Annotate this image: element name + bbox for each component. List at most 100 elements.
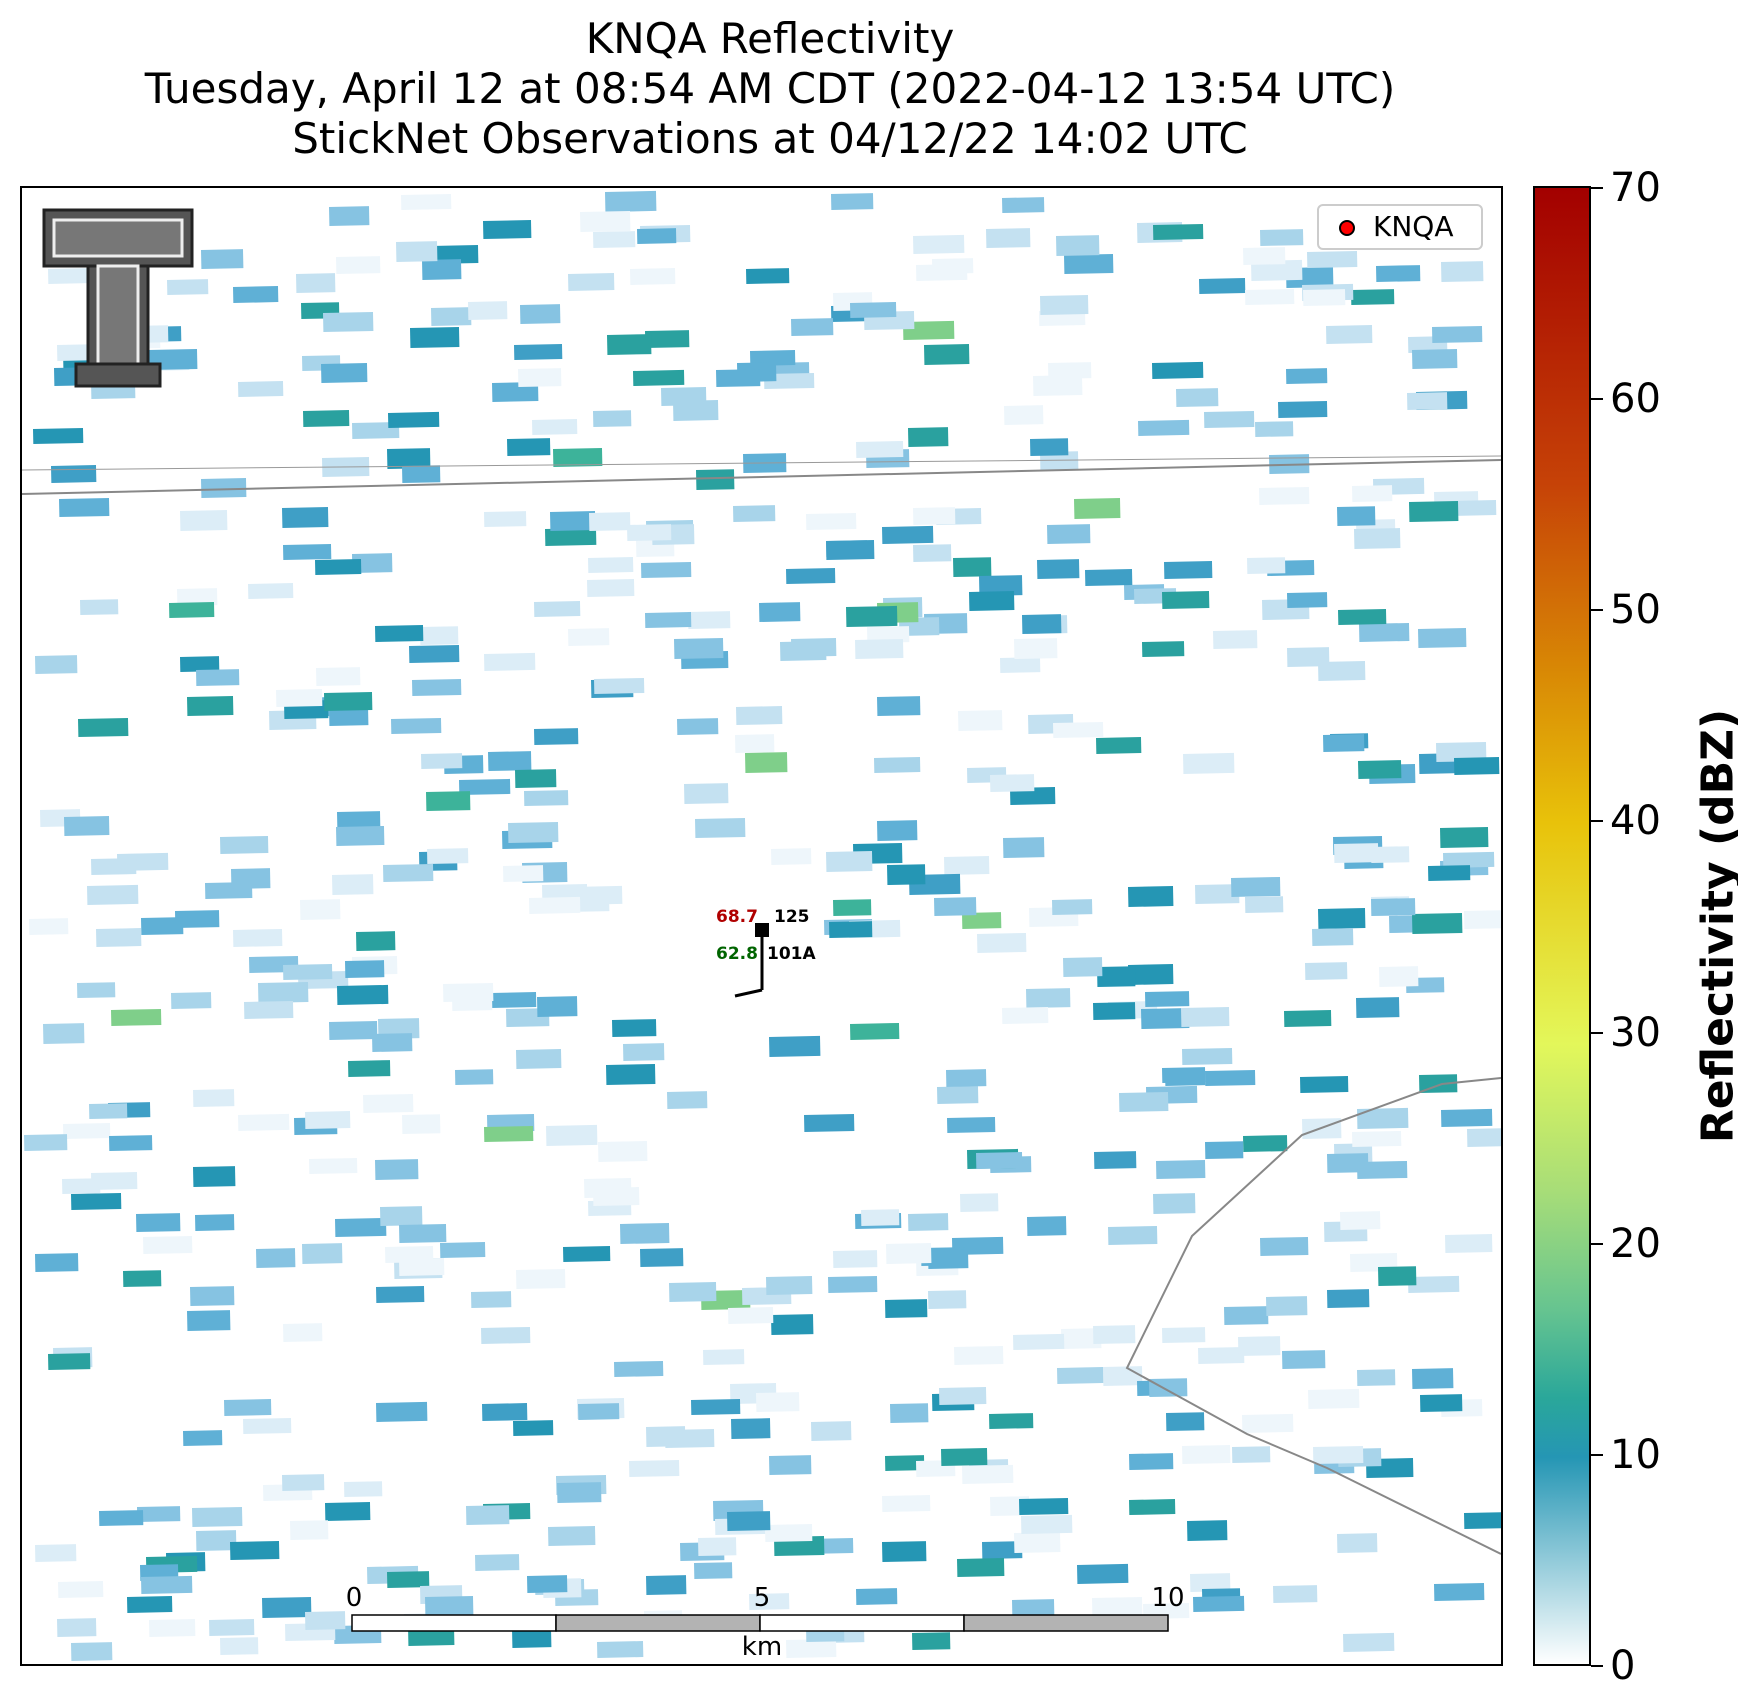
reflectivity-pixel	[758, 602, 801, 622]
reflectivity-pixel	[1326, 325, 1373, 344]
reflectivity-pixel	[977, 932, 1027, 953]
reflectivity-pixel	[466, 1505, 510, 1525]
reflectivity-pixel	[508, 821, 559, 843]
reflectivity-pixel	[1454, 757, 1500, 775]
reflectivity-pixel	[826, 851, 873, 872]
reflectivity-pixel	[612, 1019, 657, 1037]
reflectivity-pixel	[1464, 1512, 1501, 1529]
reflectivity-pixel	[296, 273, 336, 293]
reflectivity-pixel	[63, 1123, 111, 1139]
legend-label: KNQA	[1373, 210, 1454, 243]
reflectivity-pixel	[728, 1307, 774, 1324]
reflectivity-pixel	[179, 510, 228, 531]
reflectivity-pixel	[1021, 1514, 1073, 1534]
reflectivity-pixel	[1300, 1075, 1349, 1093]
reflectivity-pixel	[1182, 1444, 1231, 1464]
reflectivity-pixel	[806, 512, 857, 530]
reflectivity-pixel	[482, 1403, 528, 1421]
reflectivity-pixel	[1055, 235, 1100, 256]
reflectivity-pixel	[410, 326, 460, 348]
reflectivity-pixel	[1333, 843, 1379, 863]
reflectivity-pixel	[336, 256, 381, 274]
reflectivity-pixel	[201, 249, 244, 269]
reflectivity-pixel	[1153, 1193, 1196, 1214]
reflectivity-pixel	[1231, 876, 1281, 897]
reflectivity-pixel	[693, 1562, 733, 1579]
reflectivity-pixel	[727, 1511, 771, 1531]
reflectivity-pixel	[890, 1403, 929, 1423]
reflectivity-pixel	[913, 544, 952, 562]
reflectivity-pixel	[827, 1275, 878, 1293]
reflectivity-pixel	[399, 1224, 447, 1243]
reflectivity-pixel	[442, 982, 494, 1002]
reflectivity-pixel	[283, 963, 333, 980]
reflectivity-pixel	[388, 411, 440, 428]
reflectivity-pixel	[427, 848, 469, 864]
reflectivity-pixel	[791, 318, 834, 336]
reflectivity-pixel	[886, 1243, 932, 1264]
reflectivity-pixel	[1010, 787, 1056, 805]
reflectivity-pixel	[990, 774, 1035, 792]
reflectivity-pixel	[1128, 886, 1174, 907]
radar-site-marker-icon	[1339, 220, 1355, 236]
station-plot-101a[interactable]	[734, 923, 769, 998]
reflectivity-pixel	[111, 1008, 162, 1026]
reflectivity-pixel	[475, 1554, 520, 1571]
reflectivity-pixel	[344, 960, 385, 978]
reflectivity-pixel	[1337, 506, 1376, 526]
reflectivity-pixel	[281, 507, 329, 528]
reflectivity-pixel	[614, 1360, 664, 1377]
reflectivity-pixel	[48, 1353, 91, 1370]
reflectivity-pixel	[1411, 349, 1458, 369]
reflectivity-pixel	[1358, 760, 1402, 779]
reflectivity-pixel	[233, 928, 283, 947]
reflectivity-pixel	[1003, 837, 1045, 858]
reflectivity-pixel	[956, 1558, 1005, 1577]
reflectivity-pixel	[262, 1596, 312, 1618]
reflectivity-pixel	[764, 372, 815, 389]
reflectivity-pixel	[379, 1206, 423, 1226]
station-dewpoint: 62.8	[716, 944, 758, 964]
reflectivity-pixel	[71, 1192, 122, 1210]
reflectivity-pixel	[412, 678, 462, 696]
reflectivity-pixel	[376, 1285, 425, 1303]
reflectivity-pixel	[1443, 851, 1495, 868]
reflectivity-pixel	[1182, 1047, 1233, 1065]
reflectivity-pixel	[325, 1502, 371, 1521]
reflectivity-pixel	[1189, 1573, 1231, 1592]
reflectivity-pixel	[1183, 752, 1235, 774]
reflectivity-pixel	[1103, 1366, 1143, 1386]
reflectivity-pixel	[579, 210, 631, 232]
reflectivity-pixel	[1259, 1236, 1309, 1256]
reflectivity-pixel	[1303, 289, 1346, 306]
radar-map[interactable]: KNQA 68.7 125 62.8 101A 0 5 10 km	[20, 186, 1503, 1666]
reflectivity-pixel	[71, 1642, 113, 1661]
reflectivity-pixel	[1260, 229, 1304, 246]
reflectivity-pixel	[492, 382, 539, 402]
reflectivity-pixel	[1144, 991, 1190, 1007]
reflectivity-pixel	[386, 1571, 430, 1588]
reflectivity-pixel	[928, 1290, 967, 1309]
reflectivity-pixel	[511, 1627, 552, 1648]
reflectivity-pixel	[960, 1193, 999, 1212]
reflectivity-pixel	[137, 1506, 181, 1522]
reflectivity-pixel	[791, 638, 837, 657]
reflectivity-pixel	[516, 1049, 562, 1069]
reflectivity-pixel	[667, 1091, 708, 1109]
boundary-line-north	[22, 459, 1501, 495]
reflectivity-pixel	[606, 334, 652, 355]
reflectivity-pixel	[95, 928, 142, 947]
map-legend: KNQA	[1317, 204, 1483, 250]
reflectivity-pixel	[376, 1401, 428, 1422]
reflectivity-pixel	[337, 984, 389, 1005]
reflectivity-pixel	[856, 441, 904, 458]
reflectivity-pixel	[1406, 392, 1448, 410]
reflectivity-pixel	[1001, 1007, 1049, 1024]
reflectivity-pixel	[1096, 966, 1136, 987]
reflectivity-pixel	[1021, 614, 1062, 634]
reflectivity-pixel	[937, 1086, 979, 1104]
reflectivity-pixel	[1266, 1296, 1308, 1316]
reflectivity-pixel	[33, 427, 84, 444]
reflectivity-pixel	[1000, 657, 1041, 673]
reflectivity-pixel	[931, 258, 974, 274]
